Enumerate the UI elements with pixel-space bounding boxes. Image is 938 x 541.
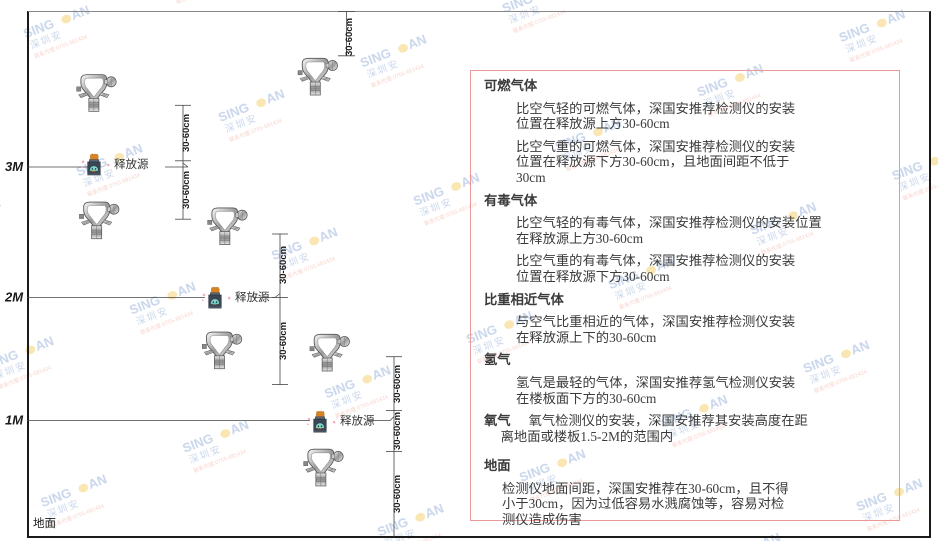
svg-text:30-60cm: 30-60cm <box>392 475 403 513</box>
svg-text:30-60cm: 30-60cm <box>392 412 403 450</box>
svg-text:释放源: 释放源 <box>114 157 149 171</box>
svg-text:30-60cm: 30-60cm <box>181 171 192 209</box>
svg-text:30-60cm: 30-60cm <box>181 114 192 152</box>
svg-text:1M: 1M <box>5 413 24 428</box>
svg-text:释放源: 释放源 <box>235 290 270 304</box>
svg-text:30-60cm: 30-60cm <box>278 322 289 360</box>
svg-text:3M: 3M <box>5 159 24 174</box>
svg-text:30-60cm: 30-60cm <box>344 18 355 56</box>
svg-text:2M: 2M <box>4 290 24 305</box>
svg-text:30-60cm: 30-60cm <box>278 246 289 284</box>
svg-text:地面: 地面 <box>33 517 56 530</box>
svg-text:释放源: 释放源 <box>340 414 375 428</box>
svg-text:30-60cm: 30-60cm <box>392 365 403 403</box>
